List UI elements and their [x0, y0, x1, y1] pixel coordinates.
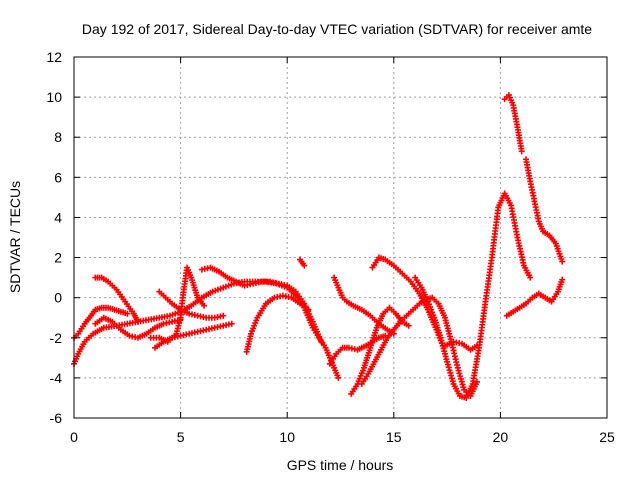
series-arc-17	[441, 338, 480, 353]
data-point-markers	[296, 256, 308, 269]
x-tick-label: 5	[177, 429, 185, 445]
y-tick-label: 8	[54, 129, 62, 145]
series-arc-16	[412, 190, 534, 401]
plot-frame	[73, 56, 608, 419]
y-tick-label: 6	[54, 169, 62, 185]
y-tick-label: -2	[50, 330, 63, 346]
x-tick-label: 10	[279, 429, 295, 445]
series-arc-11	[331, 274, 397, 337]
data-points	[71, 92, 566, 401]
x-tick-label: 0	[70, 429, 78, 445]
data-point-markers	[348, 304, 412, 397]
y-tick-label: 2	[54, 250, 62, 266]
axis-ticks: 0 5 10 15 20 25 -6 -4 -2 0 2 4 6 8 10 12	[46, 49, 615, 445]
series-arc-3	[92, 274, 141, 325]
series-arc-7	[198, 264, 325, 345]
x-tick-label: 25	[599, 429, 615, 445]
data-point-markers	[412, 190, 534, 401]
series-arc-9	[243, 292, 312, 355]
data-point-markers	[156, 288, 227, 321]
data-point-markers	[503, 276, 566, 319]
data-point-markers	[92, 314, 184, 341]
data-point-markers	[198, 264, 325, 345]
data-point-markers	[441, 338, 480, 353]
series-arc-18	[501, 92, 525, 155]
data-point-markers	[358, 294, 480, 399]
series-arc-19	[522, 156, 566, 265]
series-arc-10	[296, 256, 308, 269]
data-point-markers	[92, 274, 141, 325]
data-point-markers	[522, 156, 566, 265]
series-arc-8	[156, 288, 227, 321]
data-point-markers	[243, 292, 312, 355]
series-arc-6	[152, 320, 235, 351]
y-tick-label: 4	[54, 209, 62, 225]
y-tick-label: 10	[46, 89, 62, 105]
series-arc-4	[92, 314, 184, 341]
y-tick-label: 0	[54, 290, 62, 306]
data-point-markers	[501, 92, 525, 155]
chart-title: Day 192 of 2017, Sidereal Day-to-day VTE…	[82, 21, 592, 37]
y-tick-label: -6	[50, 410, 63, 426]
series-arc-20	[503, 276, 566, 319]
data-point-markers	[152, 320, 235, 351]
data-point-markers	[331, 274, 397, 337]
grid	[74, 57, 607, 418]
x-tick-label: 15	[386, 429, 402, 445]
y-axis-label: SDTVAR / TECUs	[7, 181, 23, 293]
x-tick-label: 20	[493, 429, 509, 445]
y-tick-label: 12	[46, 49, 62, 65]
y-tick-label: -4	[50, 370, 63, 386]
x-axis-label: GPS time / hours	[287, 457, 394, 473]
series-arc-15	[358, 294, 480, 399]
series-arc-13	[348, 304, 412, 397]
